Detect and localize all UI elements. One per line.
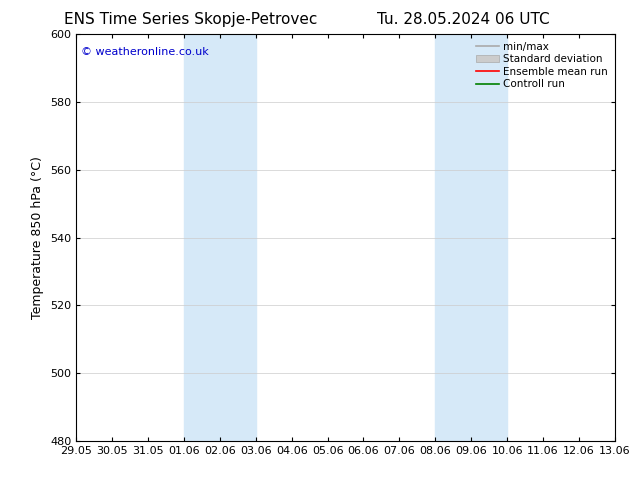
Text: © weatheronline.co.uk: © weatheronline.co.uk <box>81 47 209 56</box>
Text: Tu. 28.05.2024 06 UTC: Tu. 28.05.2024 06 UTC <box>377 12 549 27</box>
Legend: min/max, Standard deviation, Ensemble mean run, Controll run: min/max, Standard deviation, Ensemble me… <box>474 40 610 92</box>
Y-axis label: Temperature 850 hPa (°C): Temperature 850 hPa (°C) <box>32 156 44 319</box>
Text: ENS Time Series Skopje-Petrovec: ENS Time Series Skopje-Petrovec <box>63 12 317 27</box>
Bar <box>436 34 507 441</box>
Bar <box>184 34 256 441</box>
